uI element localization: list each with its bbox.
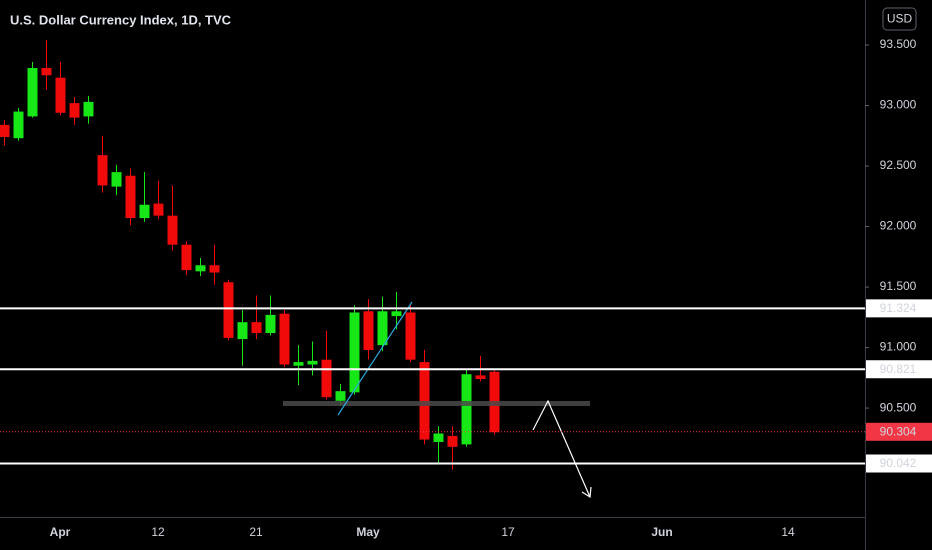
- level-tag: [866, 454, 932, 473]
- x-tick-label: 17: [501, 525, 515, 539]
- level-label: 90.821: [880, 362, 917, 376]
- candle-body: [335, 391, 346, 401]
- y-tick-label: 92.000: [880, 219, 917, 233]
- y-tick-label: 90.500: [880, 400, 917, 414]
- candle-body: [111, 172, 122, 187]
- candle-body: [293, 362, 304, 366]
- candle-body: [139, 204, 150, 219]
- x-tick-label: Jun: [651, 525, 672, 539]
- candle-body: [251, 322, 262, 334]
- candle-body: [405, 312, 416, 360]
- arrow-head: [581, 486, 592, 499]
- candle-body: [447, 435, 458, 447]
- candles: [0, 40, 500, 470]
- candle-body: [321, 359, 332, 398]
- candle-body: [181, 244, 192, 271]
- trend-line: [337, 301, 413, 416]
- candle-body: [419, 362, 430, 440]
- candle-body: [223, 282, 234, 338]
- x-tick-label: 12: [151, 525, 165, 539]
- x-tick-label: 21: [249, 525, 263, 539]
- candle-body: [475, 375, 486, 380]
- candle-body: [97, 155, 108, 186]
- level-tag: [866, 299, 932, 318]
- candle-body: [307, 360, 318, 365]
- last-price-label: 90.304: [880, 424, 917, 438]
- candle-body: [41, 68, 52, 76]
- candle-body: [349, 312, 360, 393]
- candle-body: [55, 77, 66, 113]
- candle-body: [265, 314, 276, 334]
- projection-arrow: [532, 399, 591, 498]
- candle-body: [69, 103, 80, 118]
- level-label: 90.042: [880, 456, 917, 470]
- candle-body: [363, 311, 374, 350]
- candle-body: [237, 322, 248, 340]
- candle-body: [461, 374, 472, 445]
- candle-body: [13, 111, 24, 139]
- candle-body: [0, 124, 10, 137]
- y-tick-label: 93.500: [880, 37, 917, 51]
- x-tick-label: 14: [781, 525, 795, 539]
- y-tick-label: 92.500: [880, 158, 917, 172]
- last-price-tag: [866, 422, 932, 441]
- candle-body: [391, 311, 402, 317]
- candle-body: [153, 203, 164, 216]
- candle-body: [377, 311, 388, 346]
- y-tick-label: 91.000: [880, 340, 917, 354]
- currency-label[interactable]: USD: [887, 12, 913, 26]
- currency-button[interactable]: USD: [882, 7, 917, 31]
- candle-body: [83, 101, 94, 117]
- drawings: [283, 301, 592, 499]
- x-tick-label: May: [356, 525, 380, 539]
- y-tick-label: 91.500: [880, 279, 917, 293]
- y-tick-label: 93.000: [880, 98, 917, 112]
- candle-body: [195, 265, 206, 272]
- candle-body: [279, 313, 290, 365]
- level-tag: [866, 360, 932, 379]
- candle-body: [433, 433, 444, 442]
- currency-button-frame[interactable]: [882, 7, 917, 31]
- candle-body: [209, 265, 220, 273]
- candle-body: [125, 175, 136, 219]
- chart-title: U.S. Dollar Currency Index, 1D, TVC: [10, 12, 232, 27]
- candle-body: [167, 215, 178, 245]
- level-label: 91.324: [880, 301, 917, 315]
- candle-body: [27, 68, 38, 117]
- x-tick-label: Apr: [50, 525, 71, 539]
- zone-drawing: [283, 401, 590, 406]
